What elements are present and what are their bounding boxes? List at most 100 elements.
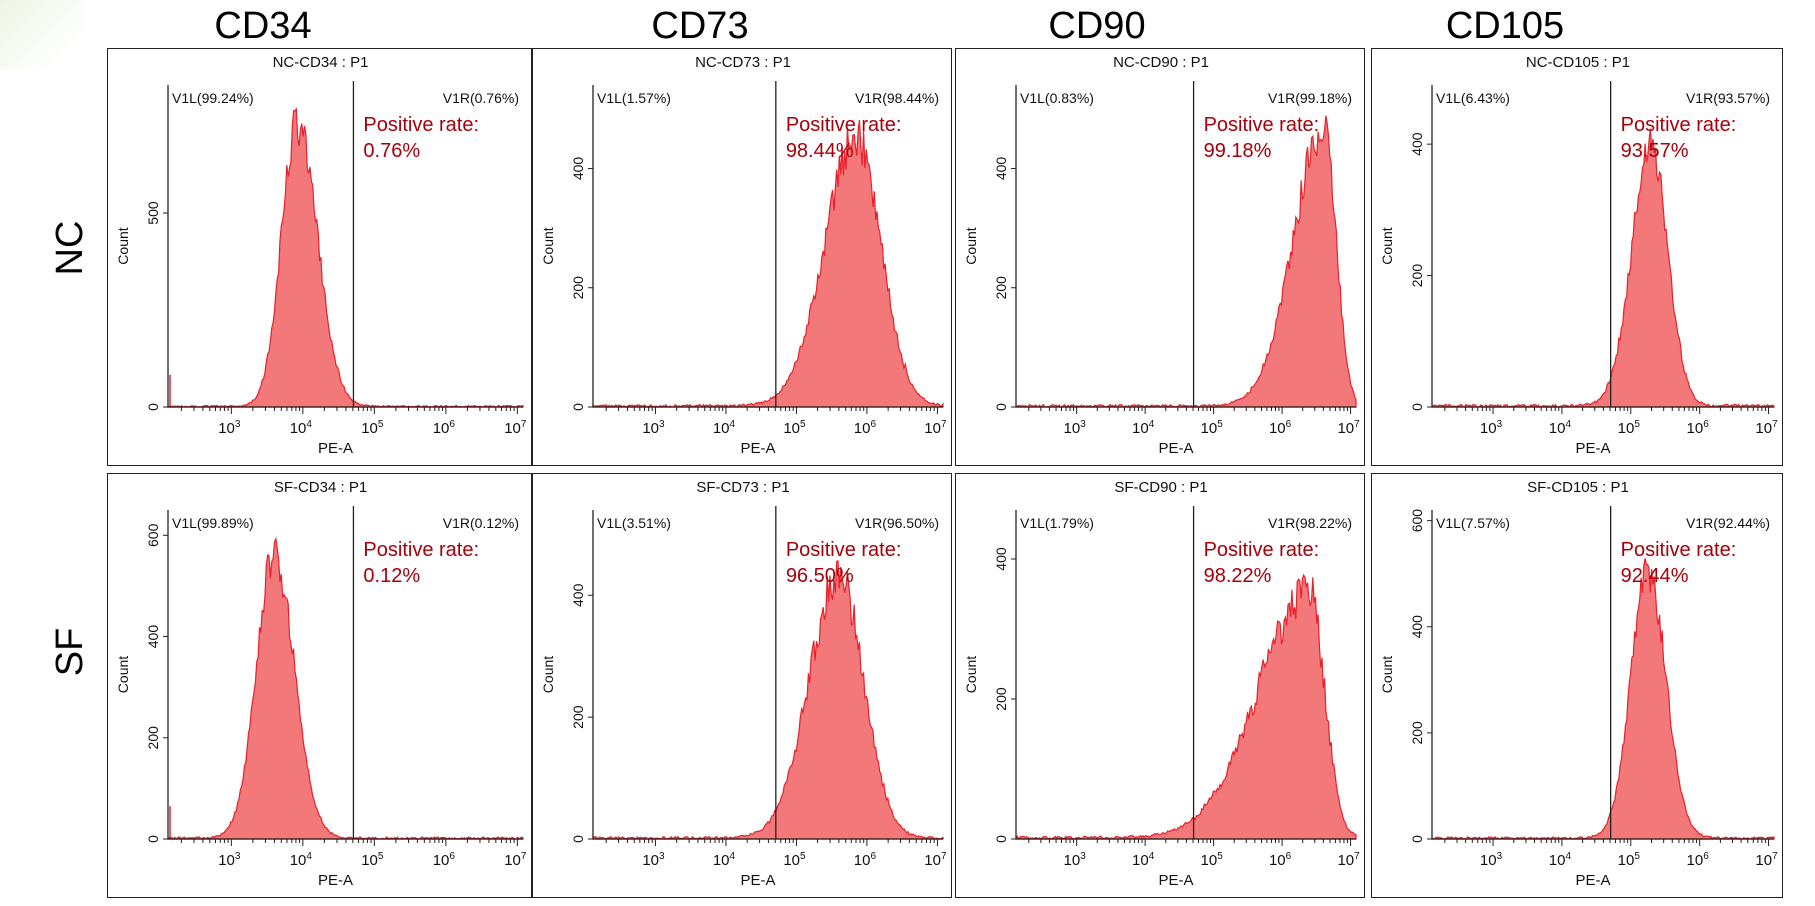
y-tick-label: 200: [1409, 721, 1425, 745]
histogram-svg: SF-CD105 : P1 0 200 400 600 Count 103 104 105 106…: [1379, 479, 1778, 889]
y-axis-label: Count: [963, 656, 979, 693]
x-axis-label: PE-A: [318, 872, 353, 889]
y-tick-label: 200: [145, 726, 161, 750]
left-gate-label: V1L(1.57%): [597, 90, 671, 106]
y-tick-label: 0: [993, 835, 1009, 843]
y-tick-label: 500: [145, 201, 161, 225]
positive-rate-value: 0.76%: [363, 140, 420, 162]
y-axis-label: Count: [1379, 656, 1395, 693]
left-gate-label: V1L(0.83%): [1020, 90, 1094, 106]
x-tick-label: 103: [218, 419, 241, 437]
x-tick-label: 105: [361, 419, 384, 437]
panel-title: NC-CD90 : P1: [1113, 54, 1209, 71]
positive-rate-value: 0.12%: [363, 565, 420, 587]
positive-rate-label: Positive rate:: [363, 114, 479, 136]
y-tick-label: 0: [570, 835, 586, 843]
x-tick-label: 104: [1549, 419, 1572, 437]
panel-title: NC-CD73 : P1: [695, 54, 791, 71]
column-title-cd90: CD90: [1048, 5, 1146, 47]
positive-rate-value: 93.57%: [1621, 140, 1689, 162]
panel-title: SF-CD34 : P1: [274, 479, 367, 496]
x-tick-label: 106: [1687, 419, 1710, 437]
histogram-svg: SF-CD73 : P1 0 200 400 Count 103 104 105 106 107 P…: [540, 479, 947, 889]
right-gate-label: V1R(93.57%): [1686, 90, 1770, 106]
y-tick-label: 0: [993, 403, 1009, 411]
x-tick-label: 104: [290, 851, 313, 869]
x-tick-label: 107: [924, 851, 947, 869]
x-tick-label: 107: [1755, 419, 1778, 437]
y-tick-label: 400: [1409, 132, 1425, 156]
x-axis-label: PE-A: [1575, 872, 1610, 889]
x-tick-label: 105: [361, 851, 384, 869]
y-tick-label: 0: [570, 403, 586, 411]
histogram-svg: NC-CD90 : P1 0 200 400 Count 103 104 105 106 107 P…: [963, 54, 1360, 457]
x-axis-label: PE-A: [318, 440, 353, 457]
x-tick-label: 104: [713, 851, 736, 869]
y-tick-label: 200: [993, 687, 1009, 711]
x-tick-label: 105: [783, 419, 806, 437]
x-tick-label: 104: [290, 419, 313, 437]
y-tick-label: 0: [1409, 403, 1425, 411]
histogram-panel-nc-cd73: NC-CD73 : P1 0 200 400 Count 103 104 105 106 107 P…: [532, 48, 952, 466]
x-tick-label: 106: [433, 851, 456, 869]
right-gate-label: V1R(96.50%): [855, 515, 939, 531]
y-tick-label: 200: [570, 276, 586, 300]
histogram-area: [592, 560, 944, 841]
y-axis-label: Count: [115, 656, 131, 693]
histogram-panel-nc-cd105: NC-CD105 : P1 0 200 400 Count 103 104 105 106 107…: [1371, 48, 1783, 466]
positive-rate-label: Positive rate:: [1204, 539, 1320, 561]
positive-rate-value: 92.44%: [1621, 565, 1689, 587]
panel-title: NC-CD34 : P1: [273, 54, 369, 71]
row-label-nc: NC: [49, 220, 91, 276]
corner-decoration: [0, 0, 84, 70]
y-tick-label: 400: [993, 157, 1009, 181]
histogram-panel-sf-cd90: SF-CD90 : P1 0 200 400 Count 103 104 105 106 107 P…: [955, 473, 1365, 898]
histogram-area: [592, 119, 944, 408]
panel-title: SF-CD90 : P1: [1114, 479, 1207, 496]
x-tick-label: 107: [924, 419, 947, 437]
y-tick-label: 600: [1409, 509, 1425, 533]
x-tick-label: 106: [1269, 419, 1292, 437]
right-gate-label: V1R(98.44%): [855, 90, 939, 106]
histogram-area: [167, 107, 524, 408]
y-tick-label: 400: [570, 583, 586, 607]
x-axis-label: PE-A: [1158, 440, 1193, 457]
y-tick-label: 200: [1409, 264, 1425, 288]
positive-rate-value: 96.50%: [786, 565, 854, 587]
positive-rate-value: 98.22%: [1204, 565, 1272, 587]
y-axis-label: Count: [115, 227, 131, 264]
x-tick-label: 104: [1549, 851, 1572, 869]
positive-rate-label: Positive rate:: [363, 539, 479, 561]
histogram-panel-sf-cd73: SF-CD73 : P1 0 200 400 Count 103 104 105 106 107 P…: [532, 473, 952, 898]
histogram-area: [1015, 573, 1357, 840]
x-tick-label: 103: [642, 419, 665, 437]
x-tick-label: 106: [1687, 851, 1710, 869]
x-tick-label: 105: [1618, 851, 1641, 869]
x-tick-label: 105: [1201, 419, 1224, 437]
positive-rate-label: Positive rate:: [786, 114, 902, 136]
x-tick-label: 103: [1064, 419, 1087, 437]
panel-title: SF-CD73 : P1: [696, 479, 789, 496]
y-tick-label: 400: [145, 625, 161, 649]
histogram-svg: NC-CD73 : P1 0 200 400 Count 103 104 105 106 107 P…: [540, 54, 947, 457]
column-title-cd73: CD73: [651, 5, 749, 47]
y-tick-label: 600: [145, 523, 161, 547]
x-tick-label: 106: [854, 419, 877, 437]
left-gate-label: V1L(99.24%): [172, 90, 254, 106]
histogram-area: [1015, 115, 1357, 409]
y-tick-label: 400: [1409, 615, 1425, 639]
histogram-svg: SF-CD90 : P1 0 200 400 Count 103 104 105 106 107 P…: [963, 479, 1360, 889]
right-gate-label: V1R(92.44%): [1686, 515, 1770, 531]
x-tick-label: 104: [1132, 419, 1155, 437]
left-gate-label: V1L(1.79%): [1020, 515, 1094, 531]
positive-rate-label: Positive rate:: [1621, 539, 1737, 561]
positive-rate-value: 99.18%: [1204, 140, 1272, 162]
positive-rate-label: Positive rate:: [1204, 114, 1320, 136]
x-axis-label: PE-A: [1158, 872, 1193, 889]
histogram-panel-nc-cd34: NC-CD34 : P1 0 500 Count 103 104 105 106 107 PE-A…: [107, 48, 532, 466]
x-tick-label: 103: [218, 851, 241, 869]
y-axis-label: Count: [1379, 227, 1395, 264]
histogram-panel-nc-cd90: NC-CD90 : P1 0 200 400 Count 103 104 105 106 107 P…: [955, 48, 1365, 466]
y-tick-label: 0: [145, 403, 161, 411]
histogram-area: [1431, 128, 1775, 409]
